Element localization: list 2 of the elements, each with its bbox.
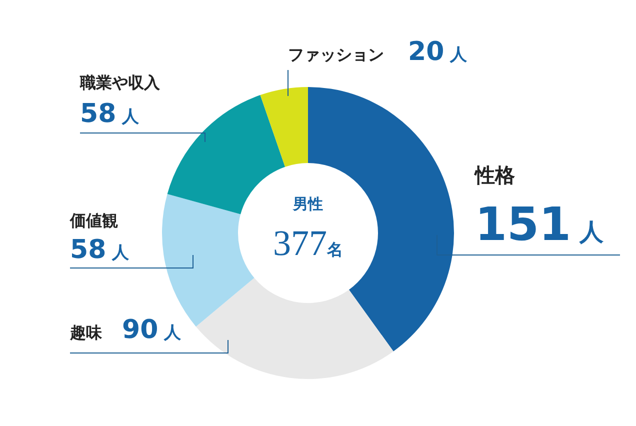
text: 男性: [292, 195, 323, 213]
text: 377名: [273, 223, 343, 263]
